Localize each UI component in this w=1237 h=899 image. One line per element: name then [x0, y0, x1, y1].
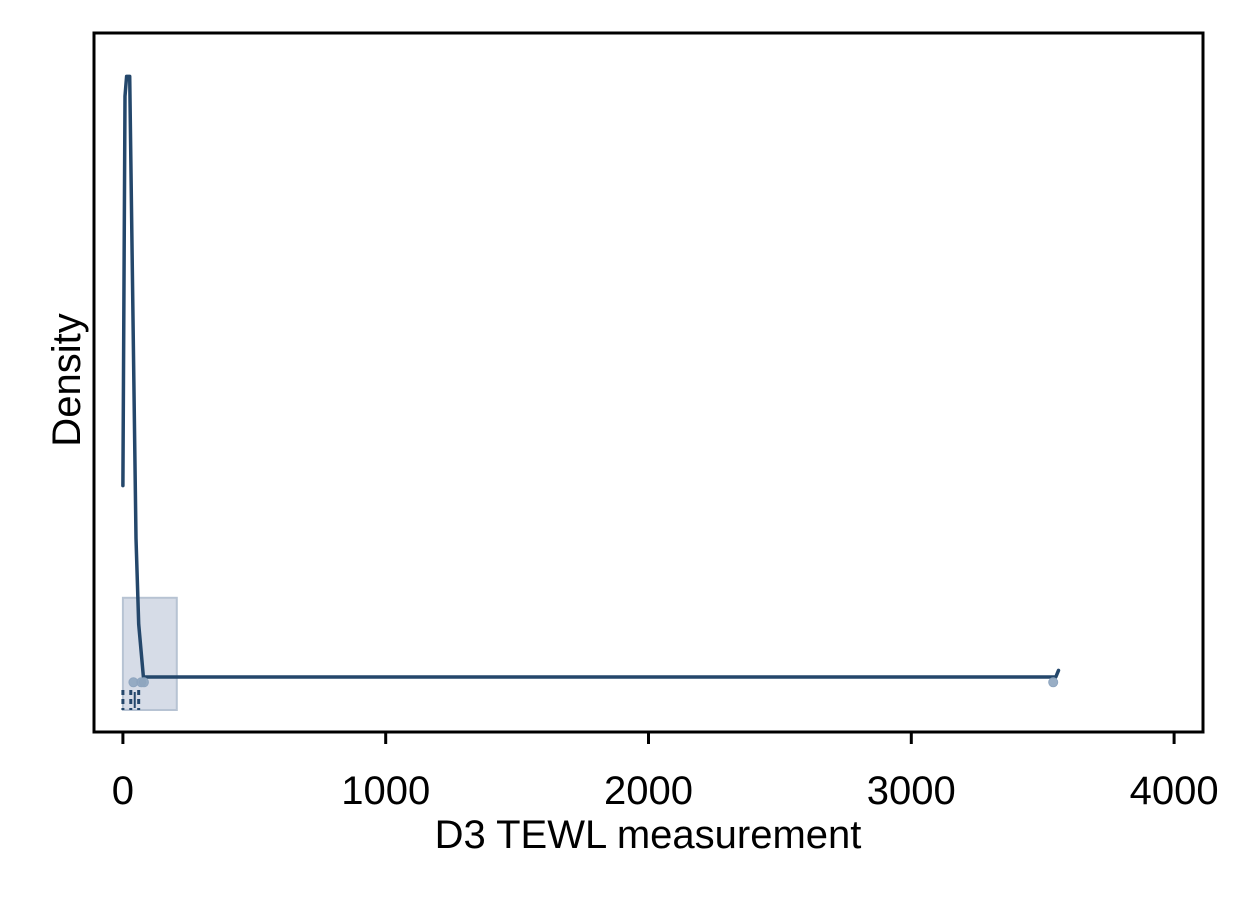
x-tick-label-3: 3000	[867, 769, 956, 813]
data-point-3	[1048, 677, 1059, 688]
data-point-2	[138, 677, 149, 688]
y-axis-title: Density	[45, 313, 89, 446]
x-axis-ticks: 0 1000 2000 3000 4000	[112, 732, 1219, 813]
box-plot-layer	[121, 690, 141, 710]
x-tick-label-1: 1000	[341, 769, 430, 813]
x-axis-title: D3 TEWL measurement	[435, 813, 862, 857]
x-tick-label-0: 0	[112, 769, 134, 813]
data-points-layer	[128, 677, 1059, 688]
x-tick-label-2: 2000	[604, 769, 693, 813]
density-curve-layer	[121, 74, 1061, 679]
density-curve	[121, 74, 1061, 679]
x-tick-label-4: 4000	[1130, 769, 1219, 813]
